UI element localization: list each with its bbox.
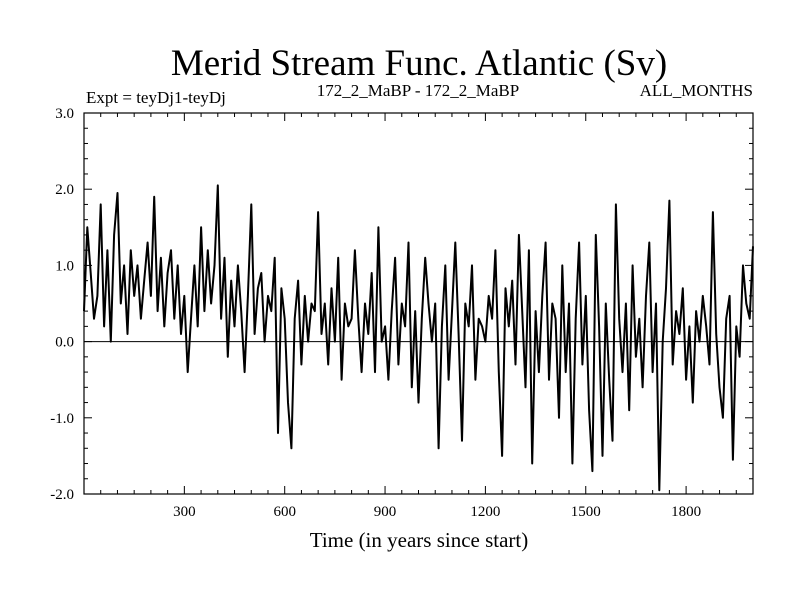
plot-frame — [83, 112, 754, 495]
y-tick-label: -1.0 — [50, 411, 74, 427]
subtitle-center: 172_2_MaBP - 172_2_MaBP — [317, 81, 519, 100]
y-tick-label: 1.0 — [55, 258, 74, 274]
y-tick-label: 0.0 — [55, 335, 74, 351]
x-tick-label: 1200 — [470, 504, 500, 520]
subtitle-left: Expt = teyDj1-teyDj — [86, 88, 226, 107]
chart-title: Merid Stream Func. Atlantic (Sv) — [171, 43, 667, 84]
x-tick-label: 300 — [173, 504, 196, 520]
x-tick-label: 900 — [374, 504, 397, 520]
subtitle-right: ALL_MONTHS — [640, 81, 753, 100]
series-line-0 — [83, 184, 754, 492]
y-tick-label: 2.0 — [55, 182, 74, 198]
y-tick-label: 3.0 — [55, 106, 74, 122]
x-tick-label: 1500 — [571, 504, 601, 520]
tick-labels: 300 600 900 1200 1500 1800 -2.0 -1.0 0.0 1.0 2.0 3.… — [50, 106, 701, 520]
y-tick-label: -2.0 — [50, 487, 74, 503]
plot-area — [83, 184, 754, 492]
x-axis-label: Time (in years since start) — [310, 528, 529, 552]
x-tick-label: 1800 — [671, 504, 701, 520]
x-tick-label: 600 — [273, 504, 296, 520]
